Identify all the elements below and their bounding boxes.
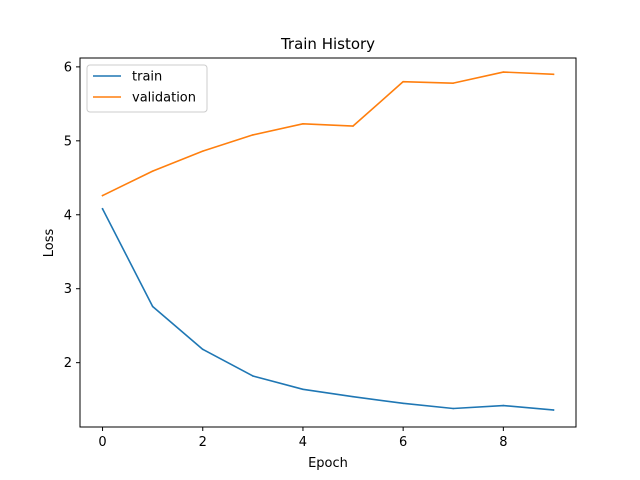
data-point-train bbox=[252, 375, 254, 377]
x-tick-label: 4 bbox=[299, 435, 307, 450]
data-point-train bbox=[502, 404, 505, 407]
data-point-train bbox=[201, 348, 204, 351]
series-layer bbox=[101, 71, 555, 411]
data-point-validation bbox=[552, 73, 555, 76]
data-point-validation bbox=[151, 170, 154, 172]
y-tick-label: 2 bbox=[64, 356, 72, 371]
data-point-validation bbox=[201, 150, 204, 152]
data-point-validation bbox=[352, 125, 354, 127]
data-point-train bbox=[302, 388, 304, 391]
data-point-train bbox=[151, 305, 154, 308]
legend-label-train: train bbox=[132, 70, 162, 85]
ticks-layer: 0 2 4 6 8 2 3 4 5 6 bbox=[64, 60, 508, 450]
data-point-validation bbox=[302, 123, 304, 125]
y-tick-label: 6 bbox=[64, 60, 72, 75]
data-point-train bbox=[402, 402, 404, 405]
data-point-validation bbox=[502, 71, 505, 73]
data-point-validation bbox=[252, 134, 254, 136]
x-tick-label: 0 bbox=[98, 435, 106, 450]
y-axis-label: Loss bbox=[42, 229, 57, 258]
y-tick-label: 3 bbox=[64, 282, 72, 297]
data-point-train bbox=[552, 409, 555, 411]
x-axis-label: Epoch bbox=[308, 456, 348, 471]
y-tick-label: 4 bbox=[64, 208, 72, 223]
legend: train validation bbox=[86, 64, 208, 113]
data-point-train bbox=[452, 407, 455, 410]
axes-frame bbox=[79, 57, 577, 428]
series-line-train bbox=[101, 207, 555, 411]
data-point-validation bbox=[402, 80, 404, 83]
data-point-validation bbox=[101, 194, 104, 197]
chart-title: Train History bbox=[280, 35, 375, 53]
x-tick-label: 6 bbox=[399, 435, 407, 450]
x-tick-label: 2 bbox=[199, 435, 207, 450]
data-point-train bbox=[352, 395, 354, 398]
y-tick-label: 5 bbox=[64, 134, 72, 149]
data-point-train bbox=[101, 208, 104, 210]
data-point-validation bbox=[452, 82, 455, 84]
x-tick-label: 8 bbox=[499, 435, 507, 450]
series-line-validation bbox=[101, 71, 555, 197]
legend-label-validation: validation bbox=[132, 91, 196, 106]
